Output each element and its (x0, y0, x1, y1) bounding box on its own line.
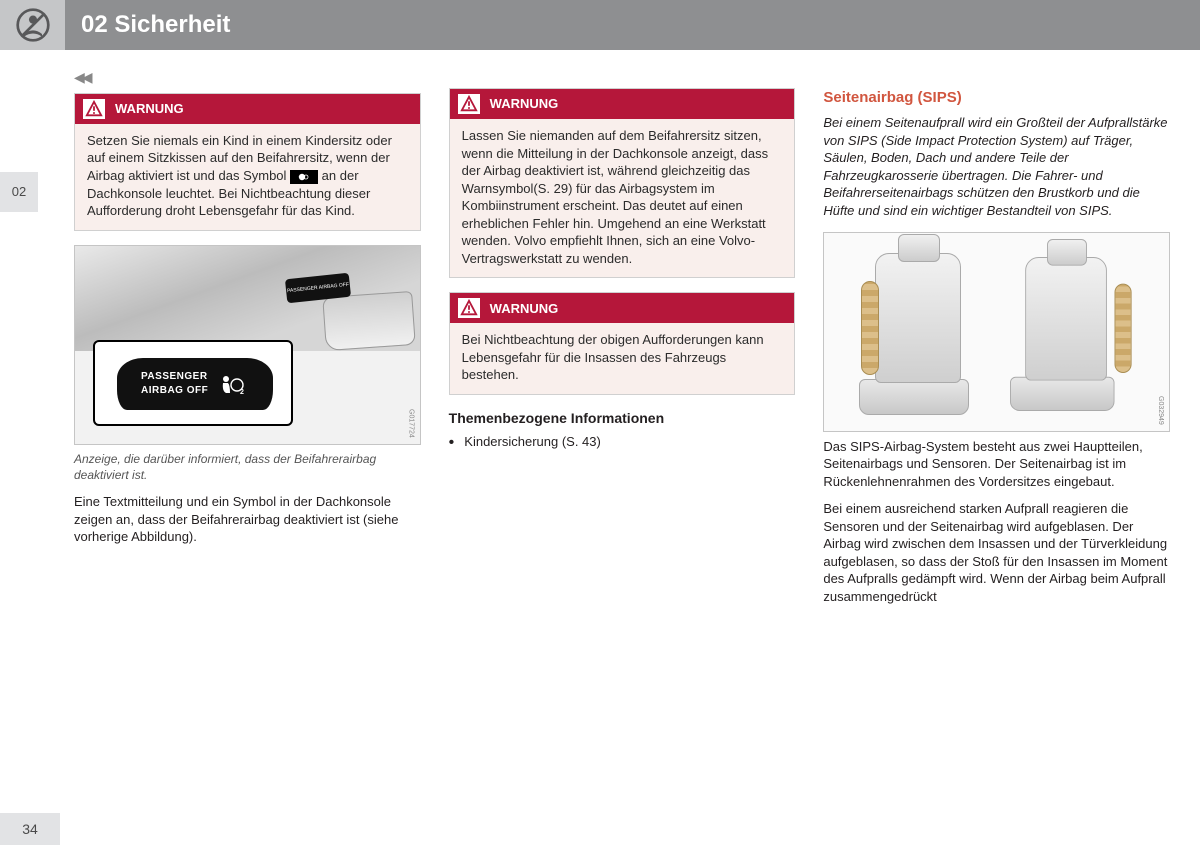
warning-label: WARNUNG (115, 100, 184, 118)
column-2: WARNUNG Lassen Sie niemanden auf dem Bei… (449, 68, 796, 805)
airbag-person-icon: 2 (218, 373, 246, 395)
continuation-arrows-icon: ◀◀ (74, 68, 421, 87)
warning-box-3: WARNUNG Bei Nichtbeachtung der obigen Au… (449, 292, 796, 395)
display-line1: PASSENGER (141, 370, 208, 384)
warning-triangle-icon (83, 99, 105, 119)
seat-left-graphic (859, 253, 979, 415)
sips-heading: Seitenairbag (SIPS) (823, 88, 1170, 108)
warning-body: Lassen Sie niemanden auf dem Beifahrersi… (450, 119, 795, 277)
warning-box-1: WARNUNG Setzen Sie niemals ein Kind in e… (74, 93, 421, 231)
figure-sips-seats: G032949 (823, 232, 1170, 432)
seatbelt-icon (0, 0, 65, 50)
content-area: ◀◀ WARNUNG Setzen Sie niemals ein Kind i… (74, 68, 1170, 805)
section-tab: 02 (0, 172, 38, 212)
list-item: Kindersicherung (S. 43) (449, 432, 796, 454)
display-line2: AIRBAG OFF (141, 384, 208, 398)
airbag-off-display: PASSENGER AIRBAG OFF 2 (117, 358, 273, 410)
warning-header: WARNUNG (450, 293, 795, 323)
column-1: ◀◀ WARNUNG Setzen Sie niemals ein Kind i… (74, 68, 421, 805)
callout-box: PASSENGER AIRBAG OFF 2 (93, 340, 293, 426)
side-airbag-graphic (1115, 283, 1132, 372)
warning-body: Bei Nichtbeachtung der obigen Aufforderu… (450, 323, 795, 394)
related-info-list: Kindersicherung (S. 43) (449, 432, 796, 454)
figure-code: G032949 (1156, 396, 1165, 425)
chapter-title: 02 Sicherheit (81, 9, 230, 41)
body-text: Das SIPS-Airbag-System besteht aus zwei … (823, 438, 1170, 491)
warning-label: WARNUNG (490, 95, 559, 113)
warning-triangle-icon (458, 94, 480, 114)
warning-box-2: WARNUNG Lassen Sie niemanden auf dem Bei… (449, 88, 796, 278)
warning-triangle-icon (458, 298, 480, 318)
sips-intro: Bei einem Seitenaufprall wird ein Großte… (823, 114, 1170, 219)
chapter-header: 02 Sicherheit (0, 0, 1200, 50)
seat-right-graphic (1010, 257, 1124, 411)
mirror-graphic (322, 291, 416, 351)
body-text: Bei einem ausreichend starken Aufprall r… (823, 500, 1170, 605)
related-item-label: Kindersicherung (S. 43) (464, 434, 601, 449)
airbag-symbol-icon (290, 170, 318, 184)
figure-code: G017724 (406, 409, 415, 438)
column-3: Seitenairbag (SIPS) Bei einem Seitenaufp… (823, 68, 1170, 805)
warning-body: Setzen Sie niemals ein Kind in einem Kin… (75, 124, 420, 230)
side-airbag-graphic (861, 281, 879, 375)
figure-airbag-off-display: PASSENGER AIRBAG OFF PASSENGER AIRBAG OF… (74, 245, 421, 445)
body-text: Eine Textmitteilung und ein Symbol in de… (74, 493, 421, 546)
figure-caption: Anzeige, die darüber informiert, dass de… (74, 451, 421, 483)
svg-text:2: 2 (240, 389, 244, 395)
page-number: 34 (0, 813, 60, 845)
warning-header: WARNUNG (450, 89, 795, 119)
warning-header: WARNUNG (75, 94, 420, 124)
related-info-heading: Themenbezogene Informationen (449, 409, 796, 428)
warning-label: WARNUNG (490, 300, 559, 318)
